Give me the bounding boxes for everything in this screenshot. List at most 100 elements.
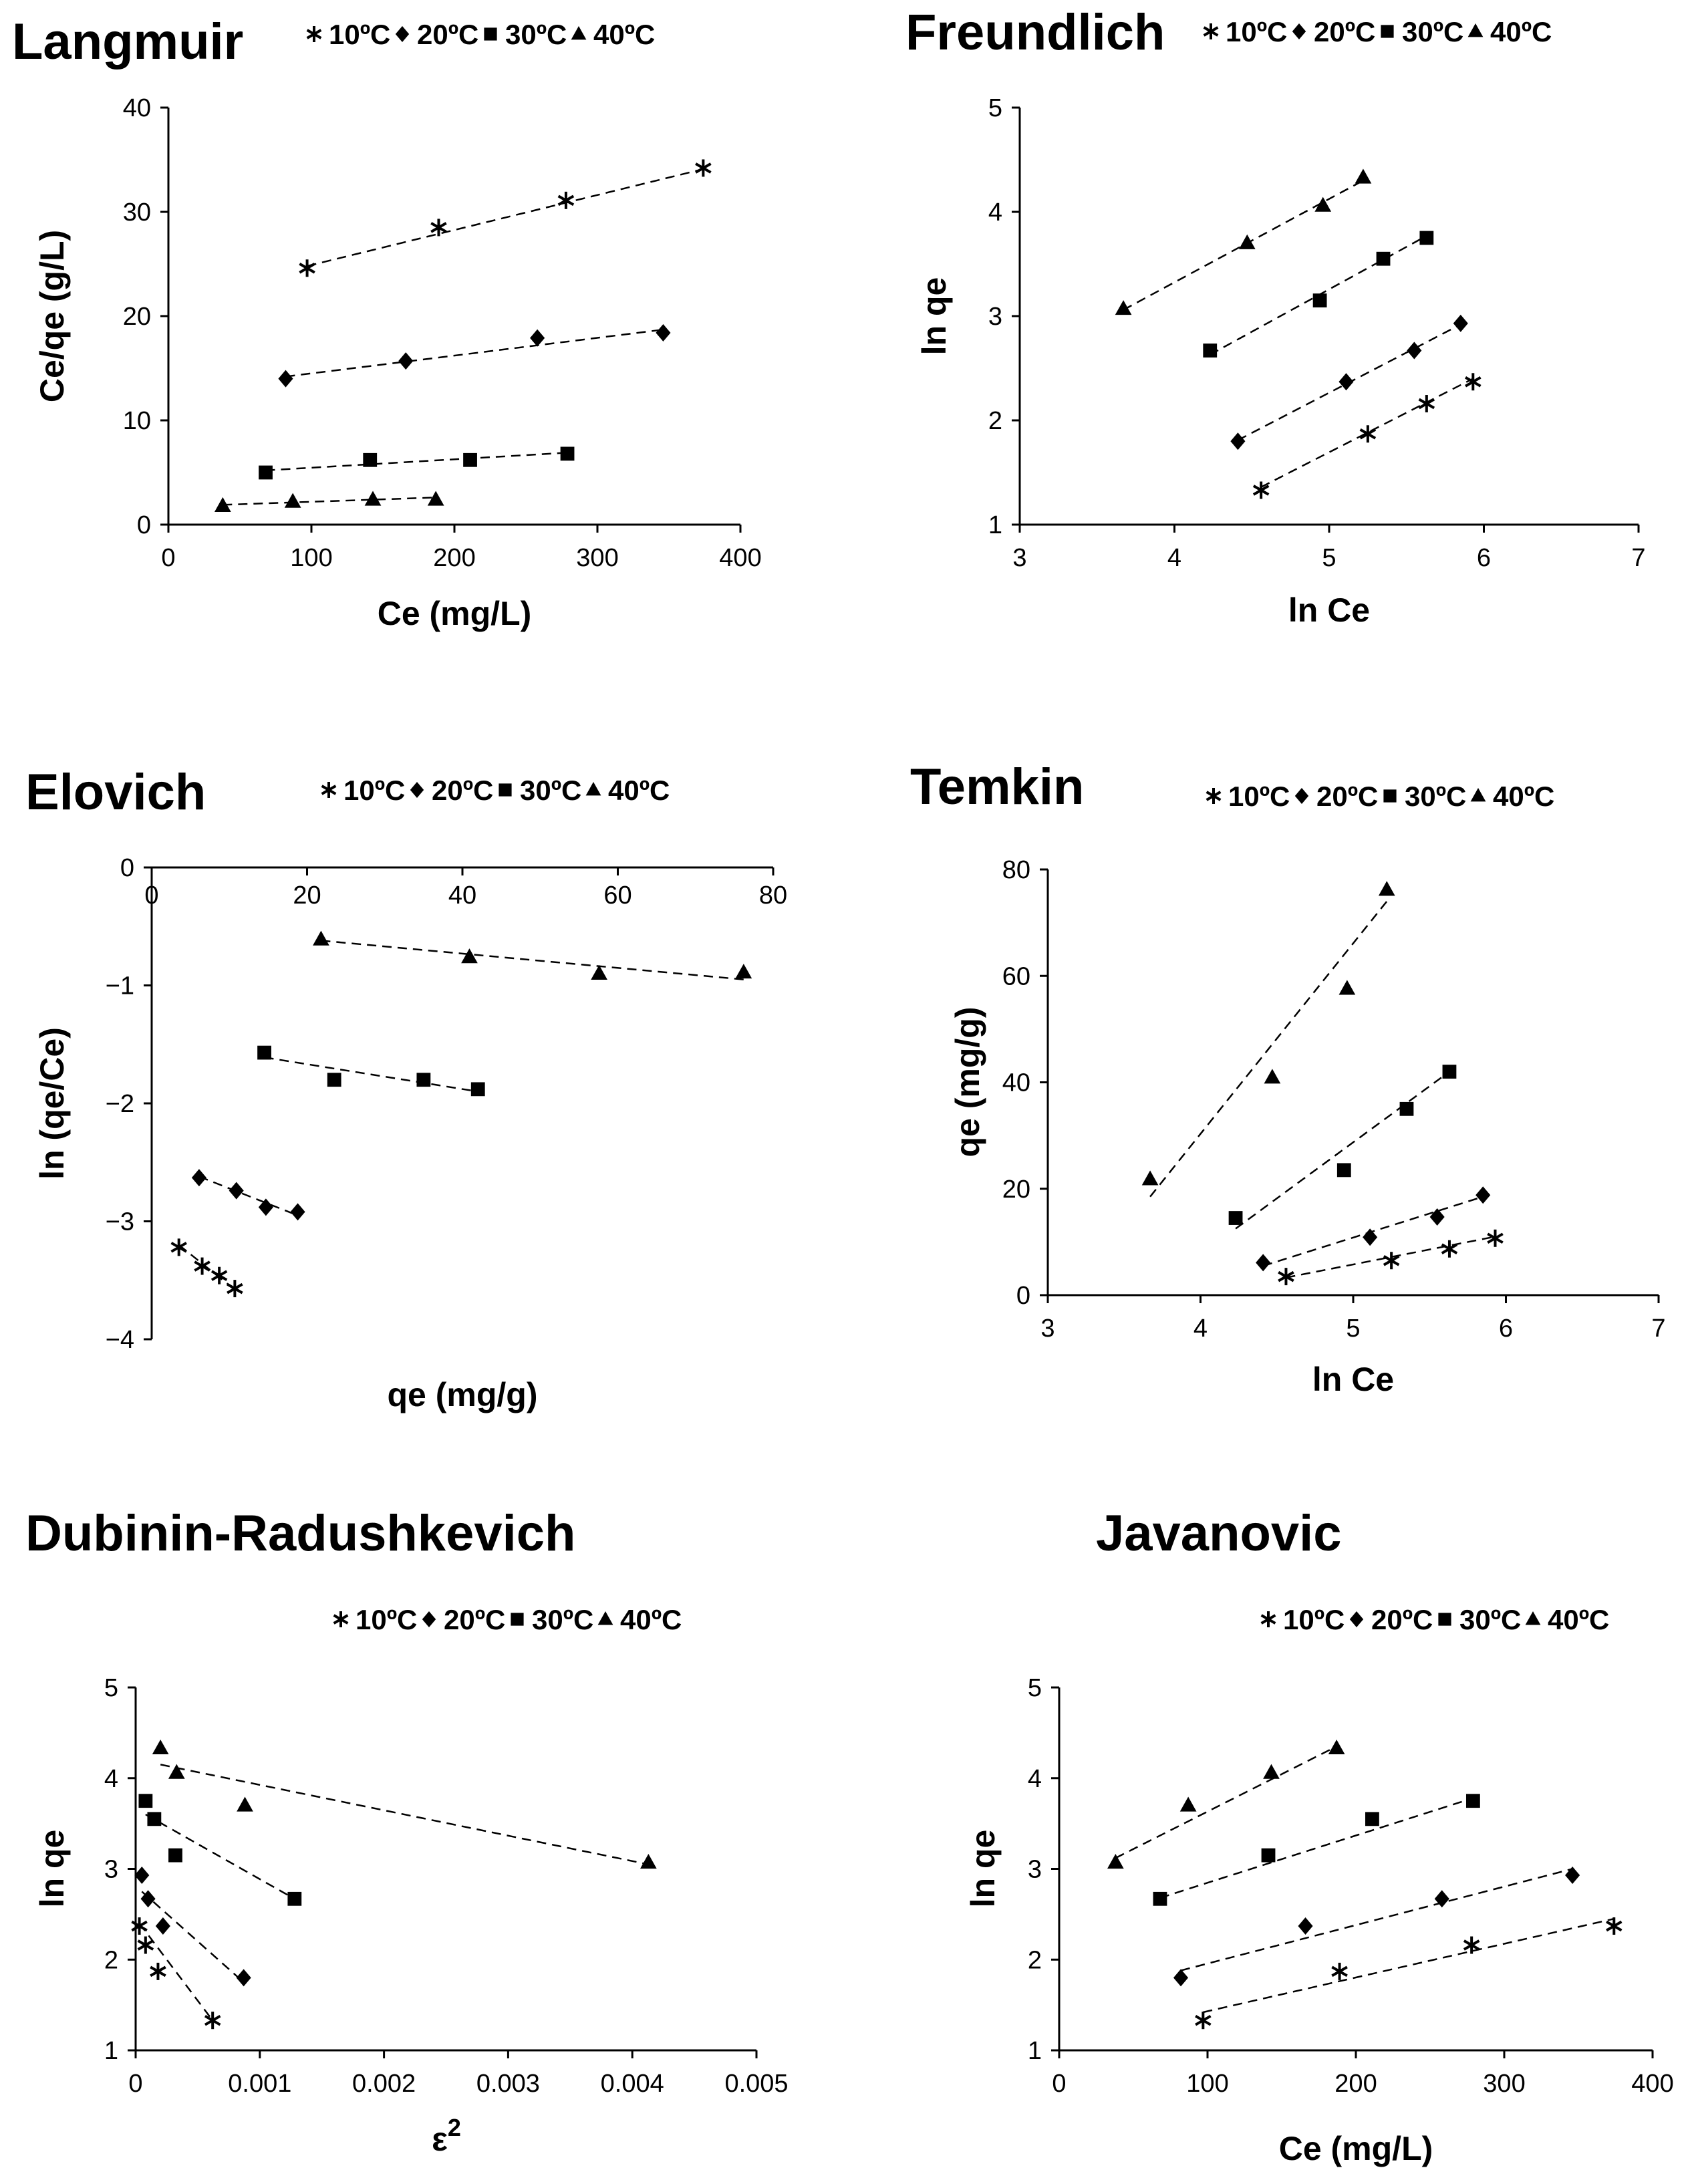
data-point — [299, 259, 315, 277]
legend-label: 40ºC — [1548, 1604, 1609, 1635]
legend-marker-triangle — [585, 782, 601, 796]
data-point — [1203, 344, 1218, 358]
data-point — [1418, 395, 1435, 413]
legend-marker-square — [1383, 789, 1397, 803]
data-point — [140, 1890, 156, 1908]
y-tick-label: 60 — [1002, 962, 1030, 990]
trend-line — [265, 452, 568, 472]
legend-label: 20ºC — [417, 19, 478, 50]
data-point — [210, 1266, 228, 1284]
trend-line — [141, 1891, 245, 1984]
chart-panel-5: Dubinin-Radushkevich 10ºC 20ºC 30ºC 40ºC 1 2 3 4… — [25, 1505, 789, 2158]
x-tick-label: 0.003 — [476, 2070, 540, 2098]
x-tick-label: 0 — [161, 544, 175, 572]
x-tick-label: 0.002 — [352, 2070, 416, 2098]
data-point — [1442, 1065, 1457, 1079]
trend-line — [264, 1056, 478, 1093]
x-axis-label: Ce (mg/L) — [1279, 2130, 1433, 2167]
legend-label: 10ºC — [1283, 1604, 1345, 1635]
y-tick-label: 0 — [120, 854, 134, 882]
series-4 — [1115, 168, 1372, 315]
trend-line — [1149, 900, 1388, 1198]
data-point — [1263, 1764, 1280, 1779]
data-point — [214, 497, 231, 513]
x-tick-label: 80 — [759, 881, 787, 910]
data-point — [1383, 1252, 1400, 1270]
data-point — [1453, 314, 1468, 332]
data-point — [278, 370, 293, 388]
series-2 — [1173, 1867, 1580, 1987]
y-tick-label: −1 — [106, 972, 134, 1000]
legend-marker-square — [499, 783, 512, 797]
data-point — [194, 1257, 210, 1275]
data-point — [287, 1891, 302, 1906]
legend-marker-triangle — [1525, 1611, 1541, 1625]
chart-title: Langmuir — [12, 13, 243, 70]
data-point — [168, 1848, 182, 1863]
data-point — [1228, 1211, 1243, 1225]
legend-marker-diamond — [1294, 788, 1309, 804]
trend-line — [223, 497, 436, 506]
x-tick-label: 300 — [576, 544, 618, 572]
trend-line — [1260, 378, 1473, 488]
data-point — [1365, 1812, 1379, 1826]
data-point — [134, 1867, 150, 1885]
series-3 — [138, 1794, 302, 1906]
data-point — [327, 1073, 341, 1087]
data-point — [1256, 1254, 1271, 1272]
x-tick-label: 0 — [1052, 2070, 1066, 2098]
series-4 — [1107, 1739, 1345, 1869]
trend-line — [1159, 1797, 1473, 1899]
series-1 — [1278, 1229, 1504, 1286]
y-axis-label: Ce/qe (g/L) — [33, 230, 71, 402]
legend-marker-square — [511, 1613, 524, 1626]
data-point — [1441, 1240, 1458, 1258]
trend-line — [1203, 1917, 1614, 2014]
data-point — [284, 493, 301, 508]
data-point — [137, 1936, 154, 1954]
x-axis-label: ln Ce — [1312, 1361, 1394, 1398]
legend: 10ºC 20ºC 30ºC 40ºC — [306, 19, 655, 50]
y-tick-label: 1 — [1028, 2037, 1042, 2065]
data-point — [1328, 1739, 1345, 1755]
series-1 — [131, 1917, 221, 2030]
data-point — [695, 159, 712, 177]
x-tick-label: 6 — [1477, 544, 1491, 572]
y-tick-label: 2 — [104, 1946, 118, 1974]
x-tick-label: 4 — [1193, 1315, 1208, 1343]
y-tick-label: −2 — [106, 1090, 134, 1118]
x-tick-label: 40 — [448, 881, 476, 910]
legend-label: 30ºC — [1405, 781, 1466, 812]
x-tick-label: 7 — [1631, 544, 1645, 572]
legend-label: 30ºC — [1459, 1604, 1521, 1635]
data-point — [152, 1739, 169, 1755]
legend-marker-asterisk — [321, 782, 337, 798]
legend-label: 20ºC — [1316, 781, 1378, 812]
chart-panel-6: Javanovic 10ºC 20ºC 30ºC 40ºC 1 2 3 4 5 0 100 200 300… — [964, 1505, 1674, 2167]
y-tick-label: 1 — [104, 2037, 118, 2065]
y-tick-label: 40 — [123, 94, 151, 122]
series-1 — [1195, 1917, 1623, 2030]
chart-title: Javanovic — [1096, 1505, 1342, 1562]
x-tick-label: 400 — [719, 544, 761, 572]
chart-title: Dubinin-Radushkevich — [25, 1505, 575, 1562]
data-point — [1195, 2012, 1212, 2030]
data-point — [735, 964, 752, 979]
trend-line — [1115, 1746, 1337, 1859]
series-2 — [191, 1169, 305, 1221]
data-point — [1465, 1794, 1480, 1808]
y-axis-label: ln qe — [33, 1830, 71, 1908]
data-point — [1475, 1186, 1491, 1204]
data-point — [416, 1073, 431, 1087]
legend-marker-asterisk — [1260, 1611, 1276, 1627]
x-tick-label: 60 — [603, 881, 631, 910]
trend-line — [138, 1923, 214, 2021]
data-point — [150, 1962, 166, 1980]
x-tick-label: 0 — [144, 881, 158, 910]
data-point — [170, 1238, 187, 1256]
x-tick-label: 0.005 — [724, 2070, 788, 2098]
y-tick-label: 5 — [104, 1674, 118, 1702]
legend-marker-triangle — [571, 26, 587, 40]
legend-label: 40ºC — [608, 775, 670, 806]
